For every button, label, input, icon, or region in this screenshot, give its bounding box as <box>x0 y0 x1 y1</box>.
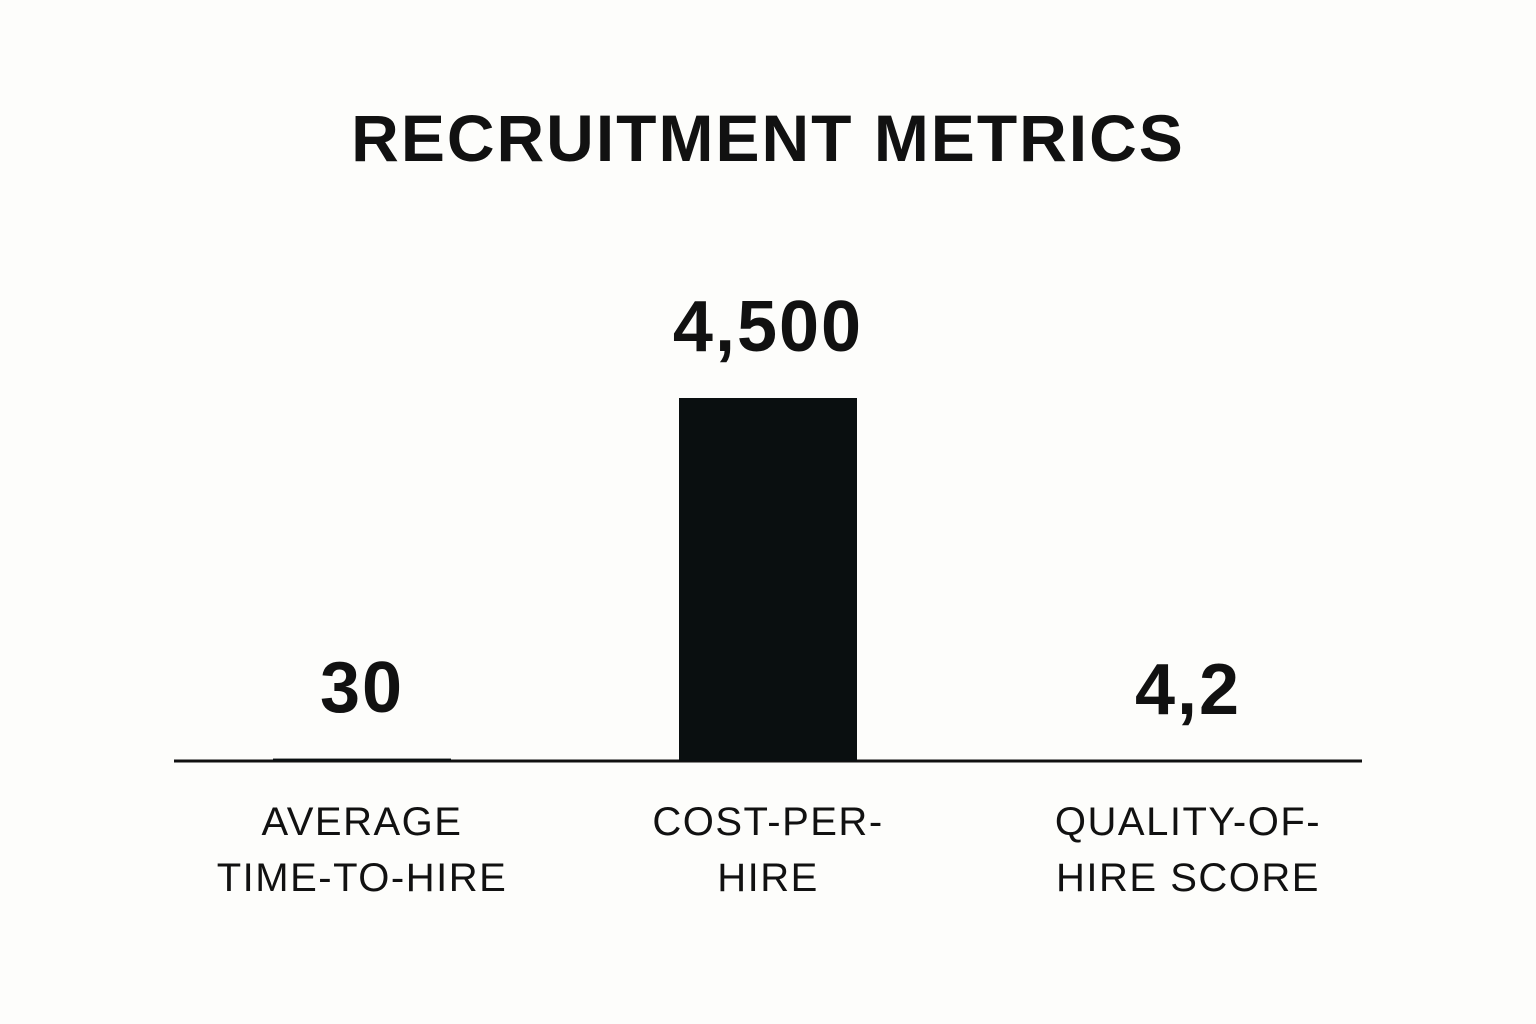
category-label: QUALITY-OF- HIRE SCORE <box>1054 800 1322 900</box>
bar <box>679 398 857 761</box>
category-label: COST-PER- HIRE <box>652 800 884 900</box>
value-label: 4,2 <box>1134 649 1242 730</box>
value-label: 4,500 <box>672 287 864 367</box>
value-label: 30 <box>319 647 405 728</box>
bar <box>273 758 451 761</box>
chart-title: RECRUITMENT METRICS <box>351 101 1185 175</box>
category-label: AVERAGE TIME-TO-HIRE <box>216 800 508 900</box>
